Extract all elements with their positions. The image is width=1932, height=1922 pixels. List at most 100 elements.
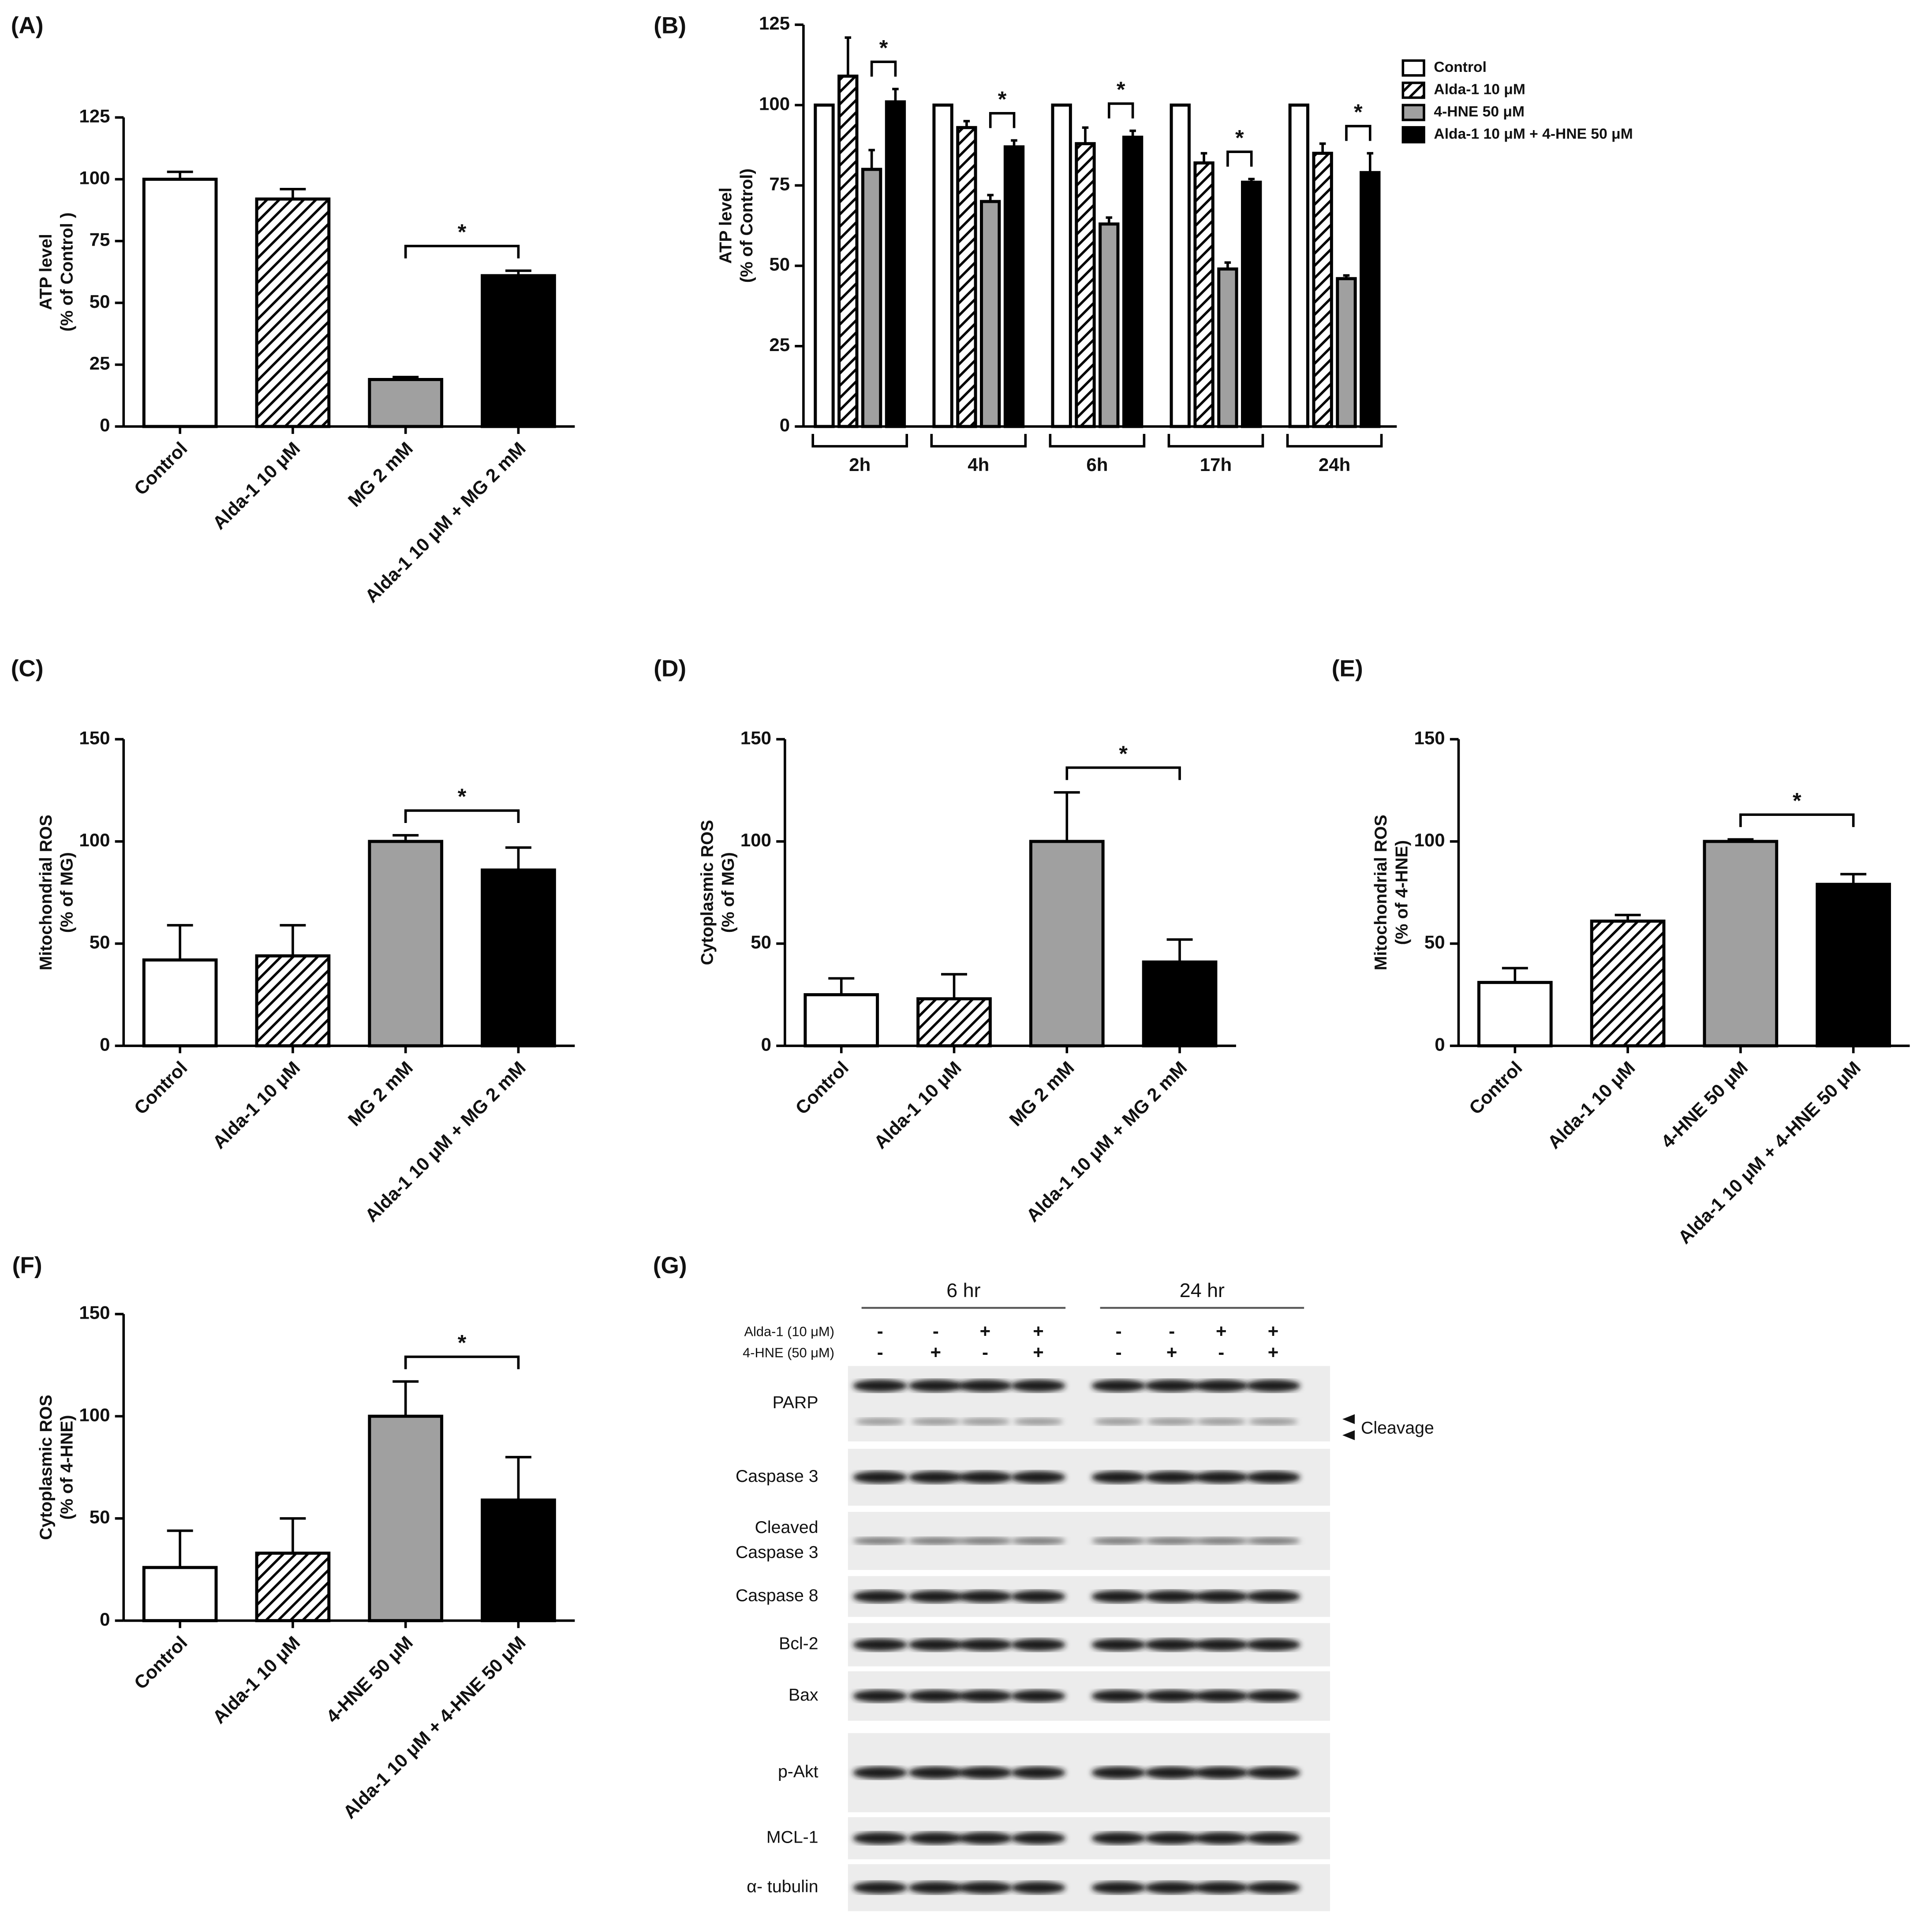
bar (142, 177, 218, 428)
blot-strip (848, 1366, 1330, 1442)
row-label: Caspase 3 (736, 1542, 818, 1562)
blot-band (1011, 1766, 1066, 1779)
y-tick-label: 150 (1414, 727, 1445, 748)
blot-band (1144, 1766, 1199, 1779)
blot-band (1246, 1590, 1300, 1603)
error-bar (1082, 126, 1089, 144)
treatment-sign: + (1033, 1342, 1044, 1362)
significance-label: * (458, 784, 467, 809)
treatment-sign: + (1268, 1342, 1279, 1362)
y-axis-label: (% of 4-HNE) (57, 1415, 77, 1520)
y-axis-label: Mitochondrial ROS (1371, 815, 1390, 970)
y-axis-label: (% of MG) (57, 852, 77, 933)
blot-band (911, 1417, 960, 1425)
y-tick-label: 50 (90, 291, 110, 312)
bar (255, 1552, 331, 1623)
x-tick-label: Alda-1 10 μM (1543, 1057, 1639, 1153)
significance-bracket (989, 112, 1016, 128)
bar (837, 75, 859, 428)
y-tick-label: 125 (79, 105, 110, 126)
blot-band (1194, 1766, 1248, 1779)
bar (1288, 103, 1310, 428)
blot-band (853, 1690, 908, 1702)
significance-bracket (870, 60, 897, 77)
error-bar (505, 1456, 531, 1500)
error-bar (1129, 129, 1136, 138)
error-bar (1248, 178, 1255, 183)
y-axis-label: Cytoplasmic ROS (36, 1395, 56, 1540)
blot-band (853, 1471, 908, 1484)
error-bar (1106, 216, 1113, 224)
y-tick-label: 25 (769, 334, 790, 355)
bar (1170, 103, 1191, 428)
bar (368, 840, 444, 1047)
blot-band (1144, 1690, 1199, 1702)
y-tick-label: 0 (780, 415, 790, 435)
treatment-sign: + (1216, 1321, 1227, 1342)
x-tick-label: Alda-1 10 μM (870, 1057, 965, 1153)
error-bar (167, 170, 193, 179)
error-bar (1224, 261, 1231, 269)
error-bar (392, 376, 419, 380)
y-tick-label: 150 (740, 727, 771, 748)
y-axis-label: (% of Control) (737, 168, 756, 283)
blot-band (1246, 1380, 1300, 1392)
blot-band (1246, 1690, 1300, 1702)
blot-band (908, 1832, 963, 1845)
x-tick-label: MG 2 mM (344, 1057, 417, 1130)
panel-label: (G) (653, 1253, 687, 1279)
y-tick-label: 150 (79, 727, 110, 748)
y-tick-label: 100 (1414, 830, 1445, 850)
blot-band (908, 1638, 963, 1651)
x-tick-label: MG 2 mM (344, 438, 417, 511)
legend-swatch (1401, 104, 1425, 121)
y-axis-label: (% of Control ) (57, 213, 77, 332)
blot-band (1144, 1590, 1199, 1603)
group-bracket (930, 434, 1027, 448)
y-tick-label: 75 (90, 229, 110, 250)
significance-label: * (1354, 99, 1363, 124)
error-bar (392, 1380, 419, 1417)
bar (980, 200, 1001, 428)
blot-band (1011, 1690, 1066, 1702)
bar (1051, 103, 1072, 428)
y-tick-label: 0 (100, 1034, 110, 1054)
significance-bracket (1065, 766, 1181, 780)
blot-band (1248, 1417, 1298, 1425)
y-tick-label: 100 (79, 1404, 110, 1425)
bar (1336, 277, 1357, 428)
blot-band (908, 1380, 963, 1392)
blot-band (908, 1471, 963, 1484)
error-bar (1200, 152, 1207, 163)
error-bar (987, 194, 994, 202)
blot-band (908, 1537, 963, 1545)
significance-bracket (1107, 102, 1134, 119)
bar (1142, 960, 1218, 1047)
y-tick-label: 50 (90, 932, 110, 953)
bar (1241, 180, 1262, 428)
y-tick-label: 0 (100, 415, 110, 435)
significance-label: * (458, 219, 467, 244)
treatment-sign: - (982, 1342, 988, 1362)
blot-band (1011, 1590, 1066, 1603)
blot-band (958, 1537, 1013, 1545)
error-bar (1343, 274, 1350, 279)
x-tick-label: Control (130, 438, 191, 499)
blot-band (1091, 1537, 1146, 1545)
blot-band (853, 1537, 908, 1545)
error-bar (1166, 938, 1193, 962)
blot-band (958, 1471, 1013, 1484)
legend-swatch (1401, 126, 1425, 144)
bar (368, 378, 444, 428)
error-bar (1054, 791, 1080, 841)
legend-swatch (1401, 59, 1425, 77)
blot-band (1091, 1590, 1146, 1603)
blot-band (1011, 1471, 1066, 1484)
panel-label: (F) (12, 1253, 42, 1279)
legend-label: Alda-1 10 μM (1434, 82, 1525, 98)
x-tick-label: Control (791, 1057, 852, 1118)
error-bar (1502, 967, 1528, 983)
blot-band (1144, 1380, 1199, 1392)
error-bar (167, 1529, 193, 1568)
